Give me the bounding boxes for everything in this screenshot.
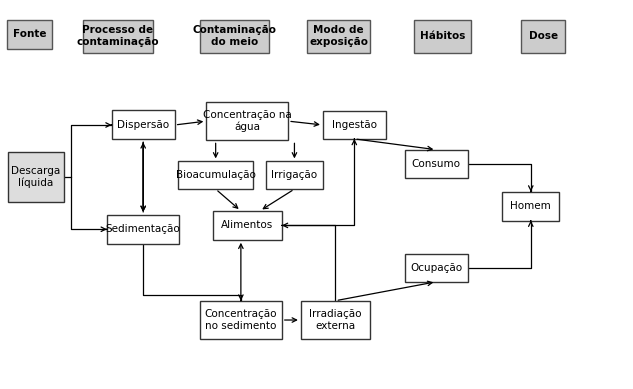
Text: Ocupação: Ocupação: [410, 263, 462, 273]
FancyBboxPatch shape: [213, 211, 282, 240]
Text: Irrigação: Irrigação: [272, 170, 318, 180]
FancyBboxPatch shape: [503, 192, 559, 221]
FancyBboxPatch shape: [206, 102, 288, 140]
Text: Consumo: Consumo: [411, 159, 461, 168]
FancyBboxPatch shape: [107, 215, 179, 244]
FancyBboxPatch shape: [301, 301, 370, 339]
FancyBboxPatch shape: [111, 110, 175, 140]
Text: Descarga
líquida: Descarga líquida: [11, 166, 61, 188]
Text: Dispersão: Dispersão: [117, 120, 169, 130]
FancyBboxPatch shape: [200, 301, 282, 339]
Text: Contaminação
do meio: Contaminação do meio: [192, 25, 277, 47]
Text: Ingestão: Ingestão: [332, 120, 377, 130]
Text: Concentração na
água: Concentração na água: [203, 110, 292, 132]
Text: Sedimentação: Sedimentação: [106, 224, 180, 234]
Text: Alimentos: Alimentos: [221, 221, 273, 230]
Text: Bioacumulação: Bioacumulação: [176, 170, 256, 180]
Text: Hábitos: Hábitos: [420, 31, 465, 41]
Text: Processo de
contaminação: Processo de contaminação: [77, 25, 160, 47]
FancyBboxPatch shape: [7, 20, 53, 49]
FancyBboxPatch shape: [404, 150, 468, 177]
FancyBboxPatch shape: [323, 111, 386, 139]
FancyBboxPatch shape: [8, 152, 65, 202]
FancyBboxPatch shape: [522, 20, 565, 53]
Text: Homem: Homem: [510, 201, 551, 211]
FancyBboxPatch shape: [178, 161, 253, 189]
FancyBboxPatch shape: [200, 20, 269, 53]
Text: Modo de
exposição: Modo de exposição: [309, 25, 368, 47]
FancyBboxPatch shape: [414, 20, 471, 53]
Text: Fonte: Fonte: [13, 29, 46, 39]
FancyBboxPatch shape: [84, 20, 153, 53]
Text: Dose: Dose: [529, 31, 558, 41]
FancyBboxPatch shape: [307, 20, 370, 53]
Text: Irradiação
externa: Irradiação externa: [309, 309, 361, 331]
Text: Concentração
no sedimento: Concentração no sedimento: [204, 309, 277, 331]
FancyBboxPatch shape: [404, 254, 468, 282]
FancyBboxPatch shape: [266, 161, 323, 189]
